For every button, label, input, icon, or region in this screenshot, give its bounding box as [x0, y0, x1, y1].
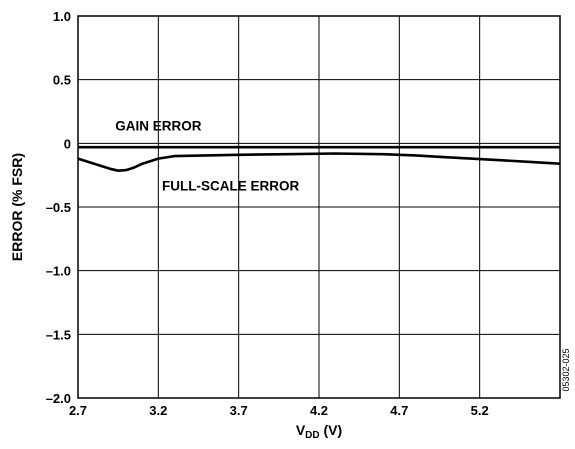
- x-tick-label: 5.2: [471, 403, 489, 418]
- grid: [78, 16, 560, 398]
- y-tick-label: –2.0: [46, 391, 71, 406]
- annotation-full-scale-error: FULL-SCALE ERROR: [162, 178, 299, 193]
- series-line-full-scale-error: [77, 152, 561, 172]
- x-tick-label: 4.7: [390, 403, 408, 418]
- x-tick-label: 4.2: [310, 403, 328, 418]
- annotations: GAIN ERROR FULL-SCALE ERROR: [115, 119, 299, 194]
- y-tick-label: 1.0: [53, 9, 71, 24]
- y-tick-label: –1.5: [46, 327, 71, 342]
- y-tick-label: 0.5: [53, 73, 71, 88]
- figure-code: 05302-025: [561, 348, 571, 391]
- y-tick-label: 0: [64, 136, 71, 151]
- x-axis-label: VDD (V): [296, 422, 342, 441]
- x-tick-label: 3.7: [230, 403, 248, 418]
- x-axis-label-main: V: [296, 422, 306, 438]
- annotation-gain-error: GAIN ERROR: [115, 119, 202, 134]
- y-tick-label: –1.0: [46, 264, 71, 279]
- series-layer: [77, 145, 561, 172]
- y-axis-label: ERROR (% FSR): [9, 153, 25, 261]
- plot-frame: [77, 15, 561, 399]
- tick-labels: 2.7 3.2 3.7 4.2 4.7 5.2 1.0 0.5 0 –0.5 –1.0 –1.5 –2.…: [46, 9, 489, 418]
- x-axis-label-unit: (V): [320, 422, 343, 438]
- x-tick-label: 3.2: [149, 403, 167, 418]
- x-axis-label-subscript: DD: [305, 430, 319, 441]
- y-tick-label: –0.5: [46, 200, 71, 215]
- x-tick-label: 2.7: [69, 403, 87, 418]
